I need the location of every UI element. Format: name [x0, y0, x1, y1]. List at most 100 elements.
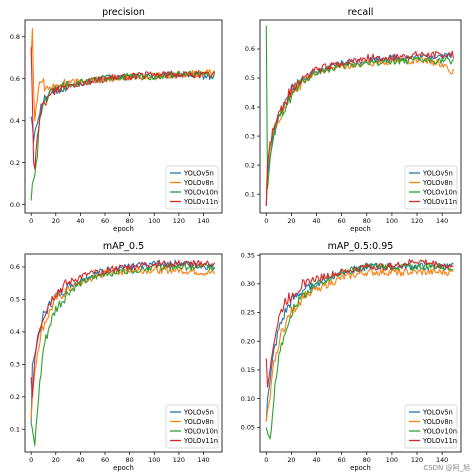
x-tick-label: 60 — [338, 217, 346, 225]
y-tick-label: 0.05 — [241, 424, 255, 432]
x-tick-label: 20 — [287, 456, 295, 464]
x-tick-label: 80 — [126, 217, 134, 225]
watermark: CSDN @阿_旭 — [423, 464, 470, 472]
y-tick-label: 0.25 — [241, 309, 255, 317]
x-tick-label: 80 — [363, 217, 371, 225]
series-line-YOLOv5n — [30, 259, 216, 423]
x-axis-label: epoch — [350, 464, 371, 472]
x-tick-label: 60 — [338, 456, 346, 464]
axes-frame — [24, 19, 223, 214]
legend-label: YOLOv8n — [183, 179, 214, 187]
x-tick-label: 140 — [197, 456, 209, 464]
chart-panel-1: recall 0 20 40 60 80 100 120 140 epoch 0.1 0.2 0.3 0.… — [245, 7, 462, 233]
y-tick-label: 0.30 — [241, 280, 255, 288]
x-tick-label: 120 — [411, 217, 423, 225]
legend-label: YOLOv5n — [183, 408, 214, 416]
legend-box — [404, 165, 458, 210]
legend-label: YOLOv11n — [183, 198, 218, 206]
axes-frame — [259, 19, 462, 214]
y-tick-label: 0.2 — [10, 159, 20, 167]
y-tick-label: 0.6 — [10, 263, 20, 271]
y-tick-label: 0.2 — [245, 161, 255, 169]
y-tick-label: 0.8 — [10, 33, 20, 41]
x-tick-label: 40 — [76, 217, 84, 225]
chart-title: precision — [102, 7, 145, 18]
y-tick-label: 0.4 — [10, 117, 20, 125]
x-tick-label: 80 — [363, 456, 371, 464]
series-line-YOLOv11n — [265, 258, 454, 388]
x-tick-label: 140 — [436, 217, 448, 225]
legend-box — [404, 404, 458, 449]
y-tick-label: 0.2 — [10, 393, 20, 401]
x-tick-label: 100 — [148, 217, 160, 225]
chart-title: mAP_0.5:0.95 — [328, 241, 394, 252]
chart-panel-3: mAP_0.5:0.95 0 20 40 60 80 100 120 140 epoch 0.05 0… — [241, 241, 462, 472]
y-tick-label: 0.3 — [245, 132, 255, 140]
y-tick-label: 0.4 — [10, 328, 20, 336]
y-tick-label: 0.6 — [10, 75, 20, 83]
legend-label: YOLOv5n — [422, 169, 453, 177]
x-tick-label: 0 — [264, 456, 268, 464]
y-tick-label: 0.6 — [245, 45, 255, 53]
series-line-YOLOv5n — [30, 70, 216, 143]
y-tick-label: 0.20 — [241, 337, 255, 345]
legend-label: YOLOv10n — [422, 188, 457, 196]
x-tick-label: 100 — [386, 456, 398, 464]
x-tick-label: 20 — [52, 217, 60, 225]
legend-label: YOLOv10n — [183, 188, 218, 196]
x-axis-label: epoch — [350, 225, 371, 233]
legend-label: YOLOv10n — [183, 427, 218, 435]
x-tick-label: 40 — [312, 217, 320, 225]
x-tick-label: 100 — [386, 217, 398, 225]
x-tick-label: 60 — [101, 217, 109, 225]
series-line-YOLOv8n — [265, 268, 454, 422]
x-tick-label: 60 — [101, 456, 109, 464]
x-tick-label: 140 — [197, 217, 209, 225]
legend-label: YOLOv8n — [422, 179, 453, 187]
y-tick-label: 0.10 — [241, 395, 255, 403]
legend-label: YOLOv8n — [422, 418, 453, 426]
series-line-YOLOv11n — [30, 259, 216, 398]
x-tick-label: 20 — [287, 217, 295, 225]
chart-panel-2: mAP_0.5 0 20 40 60 80 100 120 140 epoch 0.1 0.2 0.3 0… — [10, 241, 223, 472]
chart-title: recall — [348, 7, 374, 18]
x-axis-label: epoch — [113, 225, 134, 233]
x-tick-label: 100 — [148, 456, 160, 464]
axes-frame — [259, 253, 462, 453]
axes-frame — [24, 253, 223, 453]
legend-label: YOLOv11n — [183, 437, 218, 445]
chart-panel-0: precision 0 20 40 60 80 100 120 140 epoch 0.0 0.2 0.… — [10, 7, 223, 233]
legend-box — [165, 404, 219, 449]
legend-label: YOLOv8n — [183, 418, 214, 426]
y-tick-label: 0.5 — [10, 296, 20, 304]
legend-label: YOLOv5n — [422, 408, 453, 416]
y-tick-label: 0.15 — [241, 366, 255, 374]
y-tick-label: 0.4 — [245, 103, 255, 111]
legend-label: YOLOv10n — [422, 427, 457, 435]
y-tick-label: 0.5 — [245, 74, 255, 82]
y-tick-label: 0.3 — [10, 361, 20, 369]
legend-label: YOLOv5n — [183, 169, 214, 177]
x-tick-label: 120 — [411, 456, 423, 464]
y-tick-label: 0.1 — [10, 425, 20, 433]
x-tick-label: 40 — [312, 456, 320, 464]
series-line-YOLOv11n — [30, 47, 215, 170]
x-tick-label: 40 — [76, 456, 84, 464]
series-line-YOLOv8n — [30, 266, 216, 420]
x-tick-label: 0 — [29, 456, 33, 464]
y-tick-label: 0.0 — [10, 201, 20, 209]
x-axis-label: epoch — [113, 464, 134, 472]
legend-box — [165, 165, 219, 210]
y-tick-label: 0.1 — [245, 190, 255, 198]
legend-label: YOLOv11n — [422, 437, 457, 445]
series-line-YOLOv11n — [265, 50, 455, 206]
x-tick-label: 140 — [436, 456, 448, 464]
legend-label: YOLOv11n — [422, 198, 457, 206]
series-line-YOLOv10n — [265, 25, 454, 189]
y-tick-label: 0.35 — [241, 251, 255, 259]
